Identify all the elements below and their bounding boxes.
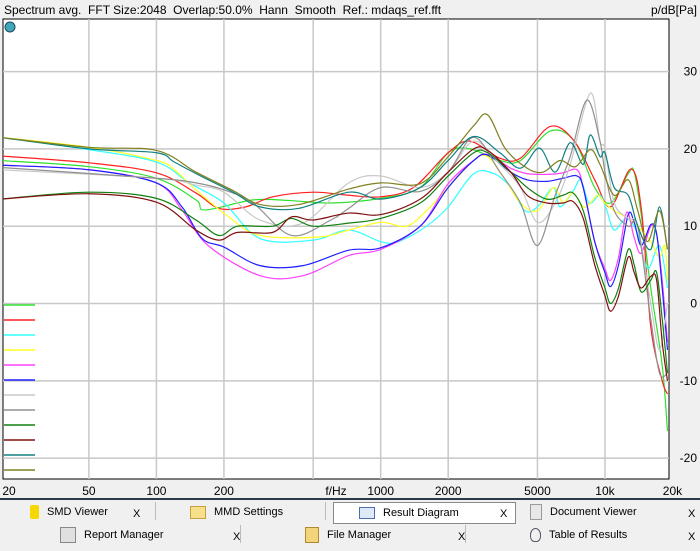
tab-label: Report Manager xyxy=(84,529,164,541)
chart-header: Spectrum avg. FFT Size:2048 Overlap:50.0… xyxy=(0,0,700,18)
plot-area xyxy=(2,18,670,480)
tab-report-manager[interactable]: Report Manager xyxy=(60,525,164,545)
spectrum-settings-info: Spectrum avg. FFT Size:2048 Overlap:50.0… xyxy=(4,3,442,17)
tab-label: Document Viewer xyxy=(550,506,637,518)
y-tick-label: 10 xyxy=(684,219,698,233)
series-line-6 xyxy=(3,153,669,350)
close-tab-button[interactable]: X xyxy=(688,508,696,520)
x-tick-label: 2000 xyxy=(435,484,462,498)
y-tick-label: 20 xyxy=(684,142,698,156)
folder-icon xyxy=(190,505,206,519)
tab-label: File Manager xyxy=(327,529,392,541)
close-tab-button[interactable]: X xyxy=(500,508,508,520)
x-tick-label: 20k xyxy=(663,484,683,498)
tab-label: Result Diagram xyxy=(383,507,459,519)
close-tab-button[interactable]: X xyxy=(133,508,141,520)
x-tick-label: 5000 xyxy=(524,484,551,498)
x-tick-label: 10k xyxy=(595,484,615,498)
y-tick-label: 30 xyxy=(684,65,698,79)
x-tick-label: 50 xyxy=(82,484,96,498)
tab-separator xyxy=(465,525,466,543)
y-unit-label: p/dB[Pa] xyxy=(650,3,697,17)
tab-smd-viewer[interactable]: SMD Viewer xyxy=(30,502,108,522)
x-tick-label: 20 xyxy=(2,484,16,498)
tab-separator xyxy=(325,502,326,520)
chart-icon xyxy=(359,507,375,519)
document-icon xyxy=(530,504,542,520)
tab-separator xyxy=(155,502,156,520)
tab-mmd-settings[interactable]: MMD Settings xyxy=(190,502,283,522)
tab-bar: SMD Viewer X MMD Settings X Result Diagram X D… xyxy=(0,498,700,551)
series-line-9 xyxy=(3,149,669,374)
folder-file-icon xyxy=(305,527,319,543)
lightbulb-icon xyxy=(530,528,541,542)
close-tab-button[interactable]: X xyxy=(458,531,466,543)
status-indicator-icon[interactable] xyxy=(4,21,16,33)
x-tick-label: 200 xyxy=(214,484,234,498)
x-axis-label: f/Hz xyxy=(325,484,346,498)
report-icon xyxy=(60,527,76,543)
series-line-11 xyxy=(3,134,669,251)
tab-label: SMD Viewer xyxy=(47,506,108,518)
series-line-12 xyxy=(3,113,669,250)
close-tab-button[interactable]: X xyxy=(688,531,696,543)
y-tick-label: -10 xyxy=(680,374,698,388)
tab-document-viewer[interactable]: Document Viewer xyxy=(530,502,637,522)
x-tick-label: 100 xyxy=(146,484,166,498)
x-tick-label: 1000 xyxy=(367,484,394,498)
document-yellow-icon xyxy=(30,505,39,519)
series-line-10 xyxy=(3,146,669,381)
series-line-5 xyxy=(3,153,669,343)
tab-separator xyxy=(240,525,241,543)
close-tab-button[interactable]: X xyxy=(233,531,241,543)
y-tick-label: -20 xyxy=(680,451,698,465)
tab-label: MMD Settings xyxy=(214,506,284,518)
tab-table-of-results[interactable]: Table of Results xyxy=(530,525,627,545)
tab-result-diagram[interactable]: Result Diagram xyxy=(333,502,516,524)
y-tick-label: 0 xyxy=(690,297,697,311)
tab-file-manager[interactable]: File Manager xyxy=(305,525,391,545)
tab-label: Table of Results xyxy=(549,529,628,541)
